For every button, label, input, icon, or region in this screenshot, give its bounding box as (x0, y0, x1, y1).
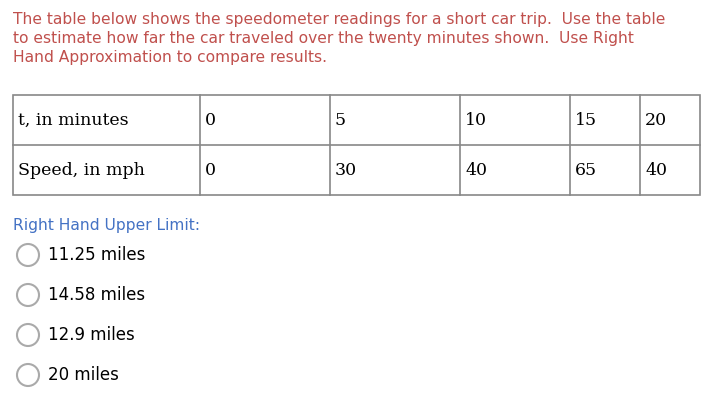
Text: 30: 30 (335, 161, 357, 178)
Text: 5: 5 (335, 112, 346, 129)
Text: 15: 15 (575, 112, 597, 129)
Text: 14.58 miles: 14.58 miles (48, 286, 145, 304)
Text: t, in minutes: t, in minutes (18, 112, 129, 129)
Text: Hand Approximation to compare results.: Hand Approximation to compare results. (13, 50, 327, 65)
Text: to estimate how far the car traveled over the twenty minutes shown.  Use Right: to estimate how far the car traveled ove… (13, 31, 634, 46)
Text: 20: 20 (645, 112, 667, 129)
Text: Speed, in mph: Speed, in mph (18, 161, 145, 178)
Text: 20 miles: 20 miles (48, 366, 119, 384)
Bar (13, 95, 700, 195)
Text: 0: 0 (205, 112, 216, 129)
Text: 40: 40 (465, 161, 487, 178)
Text: 40: 40 (645, 161, 667, 178)
Text: 0: 0 (205, 161, 216, 178)
Text: 12.9 miles: 12.9 miles (48, 326, 135, 344)
Text: The table below shows the speedometer readings for a short car trip.  Use the ta: The table below shows the speedometer re… (13, 12, 666, 27)
Text: 11.25 miles: 11.25 miles (48, 246, 145, 264)
Text: 10: 10 (465, 112, 487, 129)
Text: 65: 65 (575, 161, 597, 178)
Text: Right Hand Upper Limit:: Right Hand Upper Limit: (13, 218, 200, 233)
